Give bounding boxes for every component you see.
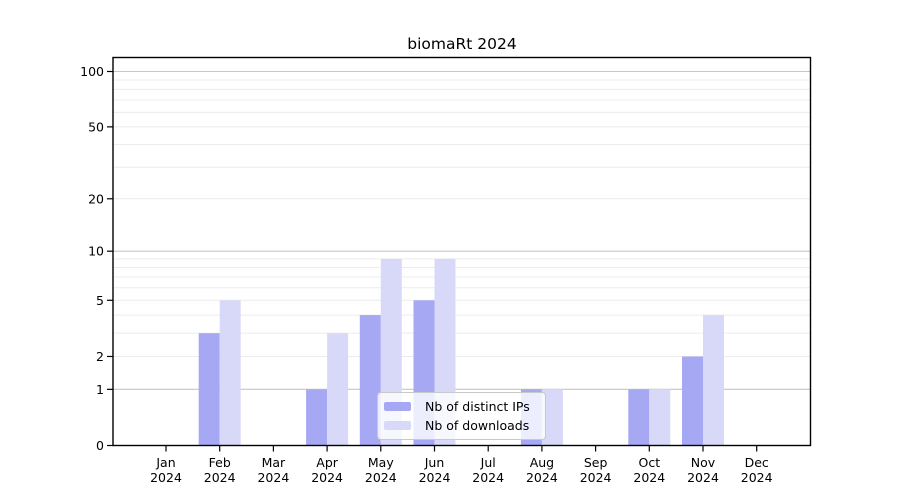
chart-title: biomaRt 2024 [407, 35, 517, 53]
x-tick-label: Apr 2024 [311, 455, 343, 485]
legend: Nb of distinct IPs Nb of downloads [377, 392, 546, 440]
bar-downloads-oct [649, 389, 671, 446]
legend-label-downloads: Nb of downloads [425, 418, 530, 433]
y-tick-label: 1 [96, 382, 104, 397]
bar-distinct-ips-may [359, 315, 381, 446]
bar-downloads-aug [541, 389, 563, 446]
y-tick-label: 10 [88, 244, 104, 259]
y-tick-label: 0 [96, 438, 104, 453]
x-tick-label: Jan 2024 [150, 455, 182, 485]
x-tick-label: Oct 2024 [633, 455, 665, 485]
y-tick-label: 50 [88, 119, 104, 134]
x-tick-label: Dec 2024 [741, 455, 773, 485]
x-tick-label: Nov 2024 [687, 455, 719, 485]
bar-distinct-ips-oct [628, 389, 650, 446]
x-tick-label: Aug 2024 [526, 455, 558, 485]
x-tick-label: May 2024 [365, 455, 397, 485]
bar-distinct-ips-apr [306, 389, 328, 446]
x-tick-label: Feb 2024 [204, 455, 236, 485]
bar-downloads-feb [219, 300, 241, 446]
bar-distinct-ips-nov [682, 356, 703, 446]
x-tick-label: Jul 2024 [472, 455, 504, 485]
legend-item-downloads: Nb of downloads [384, 418, 537, 433]
legend-label-distinct-ips: Nb of distinct IPs [425, 399, 530, 414]
y-tick-label: 100 [80, 64, 104, 79]
x-tick-label: Mar 2024 [257, 455, 289, 485]
x-tick-label: Jun 2024 [419, 455, 451, 485]
y-tick-label: 5 [96, 293, 104, 308]
y-tick-label: 2 [96, 349, 104, 364]
bar-downloads-nov [703, 315, 724, 446]
legend-swatch-downloads [384, 421, 411, 430]
legend-item-distinct-ips: Nb of distinct IPs [384, 399, 537, 414]
bar-distinct-ips-feb [198, 333, 220, 446]
legend-swatch-distinct-ips [384, 402, 411, 411]
y-tick-label: 20 [88, 191, 104, 206]
bar-downloads-apr [327, 333, 349, 446]
x-tick-label: Sep 2024 [580, 455, 612, 485]
